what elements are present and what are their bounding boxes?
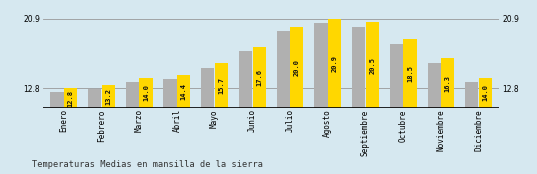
Text: 13.2: 13.2 <box>105 88 111 105</box>
Bar <box>239 52 252 108</box>
Bar <box>441 58 454 108</box>
Bar <box>277 31 290 108</box>
Text: 14.0: 14.0 <box>482 84 489 101</box>
Text: 17.6: 17.6 <box>256 69 262 86</box>
Bar <box>403 39 417 108</box>
Text: 14.0: 14.0 <box>143 84 149 101</box>
Text: 20.5: 20.5 <box>369 57 375 74</box>
Text: 15.7: 15.7 <box>219 77 224 94</box>
Text: 16.3: 16.3 <box>445 75 451 92</box>
Bar <box>88 89 101 108</box>
Bar <box>479 78 492 108</box>
Bar <box>215 63 228 108</box>
Bar <box>50 93 63 108</box>
Bar <box>352 27 365 108</box>
Bar <box>101 85 115 108</box>
Bar <box>314 23 328 108</box>
Bar <box>465 82 478 108</box>
Text: Temperaturas Medias en mansilla de la sierra: Temperaturas Medias en mansilla de la si… <box>32 160 263 169</box>
Bar <box>290 27 303 108</box>
Bar <box>163 79 177 108</box>
Bar <box>177 74 190 108</box>
Text: 12.8: 12.8 <box>68 90 74 106</box>
Text: 14.4: 14.4 <box>180 83 187 100</box>
Bar <box>201 68 214 108</box>
Bar <box>366 22 379 108</box>
Bar <box>252 47 266 108</box>
Text: 18.5: 18.5 <box>407 65 413 82</box>
Text: 20.9: 20.9 <box>331 55 338 72</box>
Bar <box>427 62 441 108</box>
Bar <box>328 19 341 108</box>
Bar <box>64 88 77 108</box>
Text: 20.0: 20.0 <box>294 59 300 76</box>
Bar <box>139 78 153 108</box>
Bar <box>390 44 403 108</box>
Bar <box>126 82 139 108</box>
